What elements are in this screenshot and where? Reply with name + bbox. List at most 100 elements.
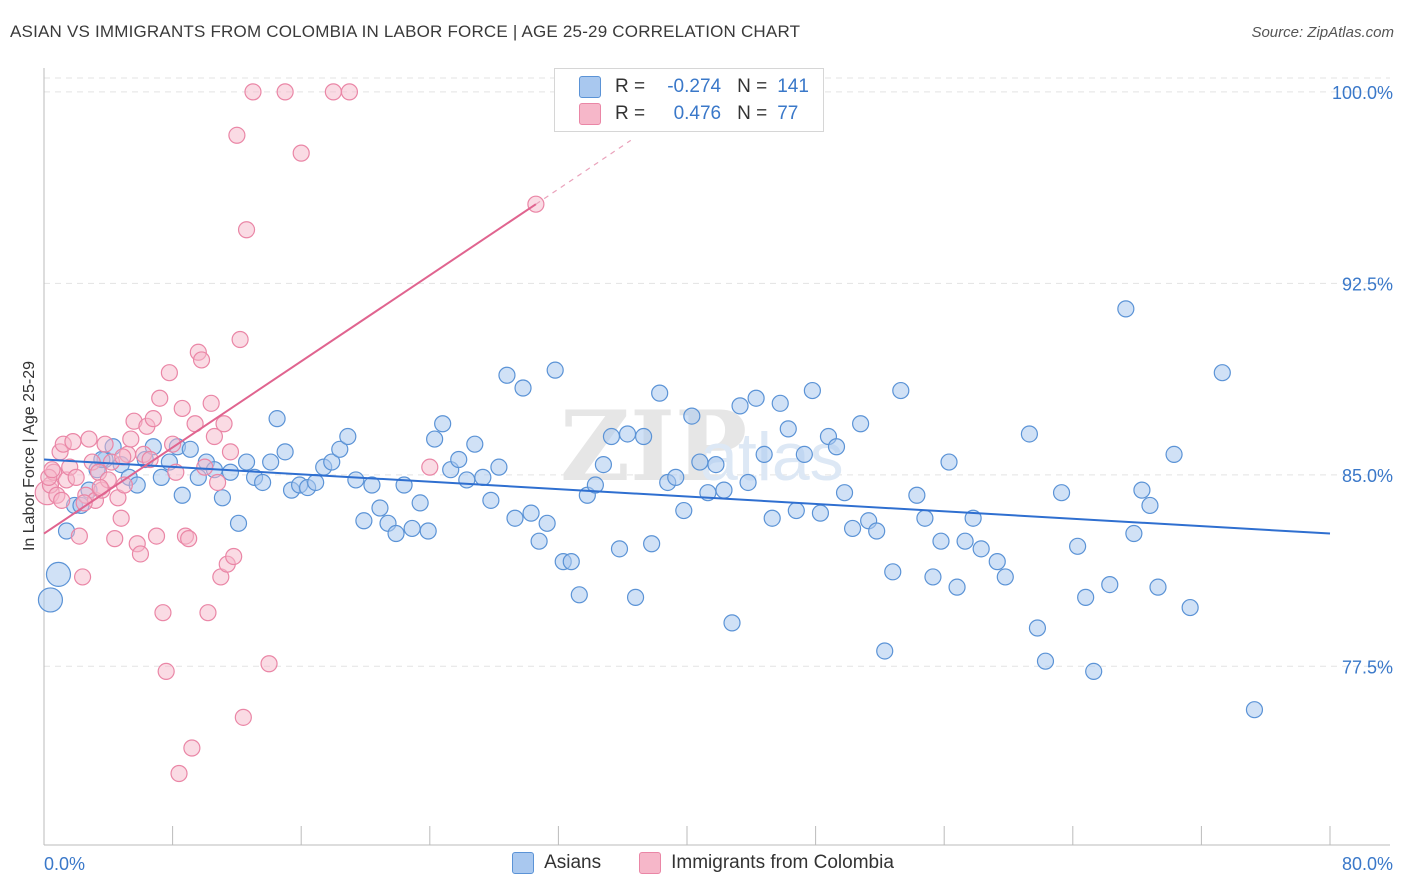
asians-point <box>892 381 910 400</box>
asians-point <box>562 553 580 571</box>
asians-point <box>490 458 508 476</box>
asians-point <box>675 501 693 520</box>
legend-item-asians[interactable]: Asians <box>512 852 601 874</box>
series-legend: Asians Immigrants from Colombia <box>0 852 1406 874</box>
y-tick-label: 77.5% <box>1342 657 1393 677</box>
asians-point <box>626 588 645 606</box>
legend-label-asians: Asians <box>544 852 602 873</box>
asians-point <box>1213 364 1231 382</box>
colombia-point <box>67 468 85 486</box>
asians-point <box>434 415 452 433</box>
colombia-point <box>231 330 249 349</box>
n-value: 141 <box>777 76 809 97</box>
asians-point <box>948 578 966 596</box>
grid-lines <box>44 77 1390 667</box>
colombia-point <box>196 458 214 476</box>
asians-point <box>723 614 741 632</box>
asians-point <box>835 484 854 502</box>
colombia-point <box>192 351 211 369</box>
asians-point <box>482 491 500 509</box>
colombia-point <box>340 83 359 101</box>
asians-point <box>530 532 548 550</box>
colombia-point <box>234 708 252 726</box>
asians-point <box>466 435 484 453</box>
asians-point <box>956 532 974 550</box>
colombia-point <box>221 443 240 461</box>
asians-point <box>771 394 789 412</box>
asians-point <box>707 456 725 474</box>
series-asians <box>37 300 1264 719</box>
asians-point <box>916 509 934 527</box>
colombia-point <box>421 458 439 476</box>
colombia-point <box>160 364 178 382</box>
x-tick-label-min: 0.0% <box>44 854 85 874</box>
asians-point <box>1125 524 1143 543</box>
asians-point <box>932 532 950 550</box>
asians-point <box>715 481 733 499</box>
asians-point <box>514 379 532 397</box>
asians-point <box>229 514 248 532</box>
colombia-point <box>164 435 182 453</box>
asians-swatch <box>579 76 601 98</box>
asians-point <box>506 509 524 527</box>
colombia-point <box>173 399 191 418</box>
axes <box>43 68 1390 846</box>
r-value: -0.274 <box>667 76 722 97</box>
asians-point <box>1181 598 1199 617</box>
asians-point <box>268 410 286 428</box>
asians-point <box>876 642 894 660</box>
asians-point <box>602 427 621 446</box>
asians-point <box>45 561 72 587</box>
asians-point <box>1020 425 1038 443</box>
asians-point <box>546 361 564 379</box>
asians-point <box>262 453 280 471</box>
asians-point <box>570 586 588 604</box>
asians-point <box>347 471 365 489</box>
colombia-point <box>260 655 278 673</box>
stats-row-colombia: R = 0.476 N = 77 <box>579 101 798 127</box>
colombia-point <box>73 568 92 586</box>
asians-point <box>387 524 405 543</box>
asians-point <box>1069 537 1087 555</box>
colombia-point <box>205 427 223 446</box>
asians-point <box>355 512 373 530</box>
series-colombia <box>34 83 545 783</box>
asians-point <box>419 522 437 540</box>
asians-point <box>908 486 926 504</box>
r-value: 0.476 <box>673 103 722 124</box>
colombia-point <box>43 461 61 479</box>
asians-point <box>739 473 757 492</box>
asians-point <box>940 453 958 471</box>
asians-point <box>323 453 341 471</box>
asians-point <box>683 407 701 425</box>
asians-point <box>972 540 990 558</box>
asians-point <box>827 438 846 456</box>
asians-point <box>1141 496 1159 515</box>
colombia-point <box>75 494 93 512</box>
asians-point <box>731 397 749 415</box>
stats-legend: R = -0.274 N = 141 R = 0.476 N = 77 <box>554 68 824 132</box>
colombia-point <box>122 430 140 448</box>
asians-point <box>924 568 942 586</box>
colombia-trend-line <box>43 203 537 535</box>
n-value: 77 <box>777 103 799 124</box>
asians-trend-line <box>43 458 1331 535</box>
asians-point <box>1149 578 1167 596</box>
colombia-point <box>141 450 159 469</box>
asians-point <box>803 381 821 400</box>
asians-point <box>779 420 797 438</box>
legend-item-colombia[interactable]: Immigrants from Colombia <box>639 852 894 874</box>
asians-point <box>667 468 685 486</box>
colombia-point <box>180 530 198 548</box>
colombia-legend-swatch <box>639 852 662 874</box>
asians-point <box>988 553 1006 571</box>
trend-lines <box>43 139 1331 535</box>
asians-point <box>594 456 613 474</box>
asians-point <box>852 415 870 433</box>
asians-point <box>586 476 604 494</box>
colombia-point <box>70 527 88 545</box>
colombia-point <box>324 83 342 101</box>
colombia-point <box>64 433 82 451</box>
colombia-point <box>202 394 220 412</box>
